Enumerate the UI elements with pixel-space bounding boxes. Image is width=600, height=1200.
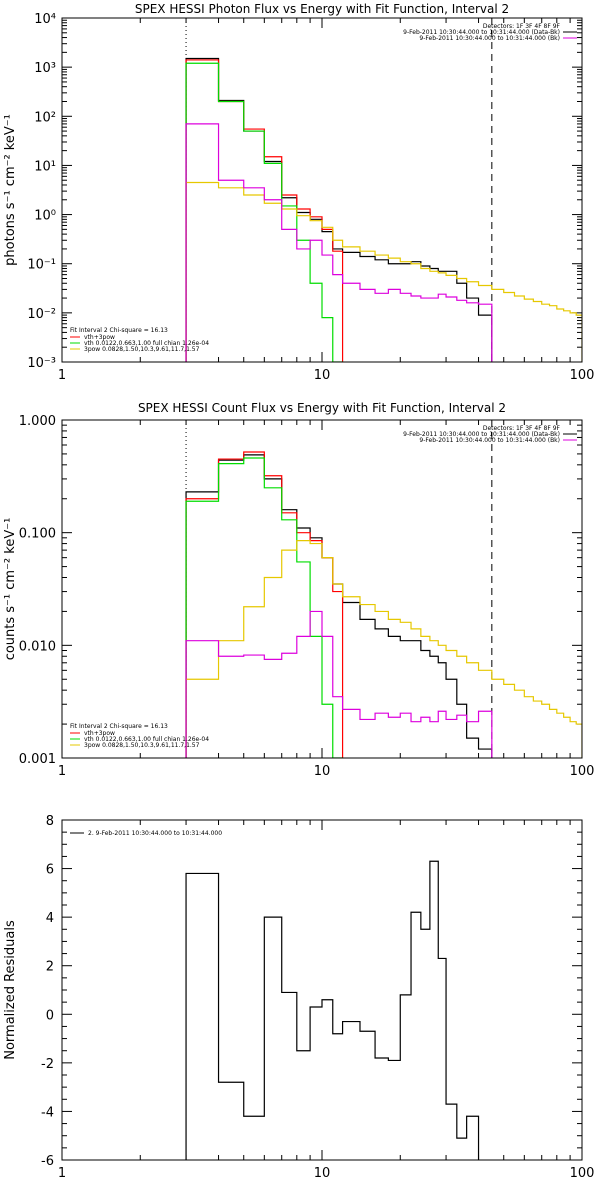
y-tick-label: 10¹ bbox=[34, 159, 56, 174]
legend-text: 9-Feb-2011 10:30:44.000 to 10:31:44.000 … bbox=[403, 29, 560, 36]
y-axis-label: photons s⁻¹ cm⁻² keV⁻¹ bbox=[3, 114, 18, 266]
legend-header: Fit Interval 2 Chi-square = 16.13 bbox=[70, 723, 168, 730]
y-tick-label: 8 bbox=[46, 814, 54, 829]
chart-title: SPEX HESSI Photon Flux vs Energy with Fi… bbox=[135, 2, 509, 16]
legend-text: vth+3pow bbox=[84, 334, 115, 341]
series-line bbox=[185, 451, 344, 758]
legend-text: 3pow 0.0828,1.50,10.3,9.61,11.7,1.57 bbox=[84, 346, 200, 353]
x-tick-label: 1 bbox=[58, 764, 66, 779]
legend-text: Detectors: 1F 3F 4F 8F 9F bbox=[483, 23, 561, 30]
legend-text: 2. 9-Feb-2011 10:30:44.000 to 10:31:44.0… bbox=[88, 830, 222, 837]
y-tick-label: 0.001 bbox=[19, 752, 56, 767]
series-line bbox=[185, 610, 493, 758]
legend-text: 9-Feb-2011 10:30:44.000 to 10:31:44.000 … bbox=[419, 35, 560, 42]
x-tick-label: 10 bbox=[314, 368, 331, 383]
y-tick-label: 10⁻³ bbox=[27, 356, 56, 371]
y-tick-label: 0.100 bbox=[19, 527, 56, 542]
series-line bbox=[185, 457, 344, 758]
series-line bbox=[185, 123, 493, 362]
y-tick-label: 0 bbox=[46, 1008, 54, 1023]
legend-text: vth 0.0122,0.663,1.00 full chian 1.26e-0… bbox=[84, 736, 209, 743]
series-group bbox=[185, 451, 582, 758]
y-tick-label: 10⁻² bbox=[27, 307, 56, 322]
y-tick-label: -4 bbox=[41, 1105, 54, 1120]
series-line bbox=[185, 860, 480, 1160]
series-line bbox=[185, 62, 344, 362]
x-tick-label: 1 bbox=[58, 368, 66, 383]
y-tick-label: 10³ bbox=[34, 61, 56, 76]
series-line bbox=[185, 57, 493, 362]
x-tick-label: 10 bbox=[314, 1166, 331, 1181]
legend-text: Detectors: 1F 3F 4F 8F 9F bbox=[483, 425, 561, 432]
series-line bbox=[185, 540, 582, 758]
chart-panel-1: SPEX HESSI Photon Flux vs Energy with Fi… bbox=[3, 2, 594, 383]
y-tick-label: -2 bbox=[41, 1057, 54, 1072]
x-tick-label: 100 bbox=[570, 368, 595, 383]
plot-frame bbox=[61, 419, 583, 759]
y-tick-label: 10⁴ bbox=[34, 12, 56, 27]
y-tick-label: -6 bbox=[41, 1154, 54, 1169]
y-axis-label: Normalized Residuals bbox=[3, 920, 18, 1060]
x-tick-label: 100 bbox=[570, 1166, 595, 1181]
series-line bbox=[185, 181, 582, 362]
legend-text: 9-Feb-2011 10:30:44.000 to 10:31:44.000 … bbox=[403, 431, 560, 438]
y-tick-label: 4 bbox=[46, 911, 54, 926]
series-group bbox=[185, 860, 480, 1160]
series-line bbox=[185, 454, 493, 758]
series-group bbox=[185, 57, 582, 362]
chart-title: SPEX HESSI Count Flux vs Energy with Fit… bbox=[138, 401, 506, 415]
y-tick-label: 1.000 bbox=[19, 414, 56, 429]
plot-frame bbox=[61, 819, 583, 1161]
y-tick-label: 6 bbox=[46, 863, 54, 878]
y-tick-label: 10² bbox=[34, 110, 56, 125]
y-tick-label: 10⁰ bbox=[34, 209, 56, 224]
y-tick-label: 0.010 bbox=[19, 639, 56, 654]
series-line bbox=[185, 59, 344, 362]
legend-text: vth+3pow bbox=[84, 730, 115, 737]
legend-text: 3pow 0.0828,1.50,10.3,9.61,11.7,1.57 bbox=[84, 742, 200, 749]
legend-text: 9-Feb-2011 10:30:44.000 to 10:31:44.000 … bbox=[419, 437, 560, 444]
legend-text: vth 0.0122,0.663,1.00 full chian 1.26e-0… bbox=[84, 340, 209, 347]
chart-panel-3: Normalized Residuals 1 10 100 -6 -4 -2 0 2 4 6 8 2. … bbox=[3, 814, 594, 1181]
x-tick-label: 10 bbox=[314, 764, 331, 779]
x-tick-label: 100 bbox=[570, 764, 595, 779]
plot-frame bbox=[61, 17, 583, 363]
y-axis-label: counts s⁻¹ cm⁻² keV⁻¹ bbox=[3, 518, 18, 661]
y-tick-label: 10⁻¹ bbox=[27, 258, 56, 273]
legend-header: Fit Interval 2 Chi-square = 16.13 bbox=[70, 327, 168, 334]
chart-panel-2: SPEX HESSI Count Flux vs Energy with Fit… bbox=[3, 401, 594, 779]
x-tick-label: 1 bbox=[58, 1166, 66, 1181]
y-tick-label: 2 bbox=[46, 960, 54, 975]
